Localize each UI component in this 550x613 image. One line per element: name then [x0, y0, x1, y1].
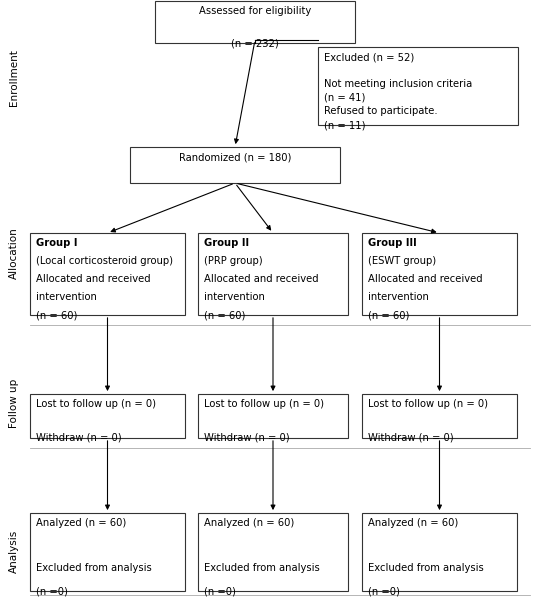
Text: (n =0): (n =0) — [368, 586, 400, 596]
Text: Allocated and received: Allocated and received — [36, 274, 151, 284]
Text: Excluded from analysis: Excluded from analysis — [36, 563, 152, 573]
Bar — [362, 394, 517, 438]
Text: (n = 232): (n = 232) — [231, 38, 279, 48]
Text: (n = 41): (n = 41) — [324, 93, 365, 103]
Text: Randomized (n = 180): Randomized (n = 180) — [179, 152, 291, 162]
Bar — [30, 513, 185, 591]
Text: Allocated and received: Allocated and received — [368, 274, 483, 284]
Text: Allocation: Allocation — [9, 227, 19, 279]
Text: Analyzed (n = 60): Analyzed (n = 60) — [204, 518, 294, 528]
Bar — [130, 147, 340, 183]
Text: (n = 60): (n = 60) — [36, 310, 78, 320]
Text: (n =0): (n =0) — [36, 586, 68, 596]
Bar — [198, 394, 348, 438]
Text: (n = 60): (n = 60) — [368, 310, 409, 320]
Text: Withdraw (n = 0): Withdraw (n = 0) — [368, 433, 454, 443]
Bar — [198, 233, 348, 315]
Text: Group III: Group III — [368, 238, 417, 248]
Text: (PRP group): (PRP group) — [204, 256, 263, 266]
Text: (Local corticosteroid group): (Local corticosteroid group) — [36, 256, 173, 266]
Text: Lost to follow up (n = 0): Lost to follow up (n = 0) — [36, 399, 156, 409]
Bar — [30, 394, 185, 438]
Text: Analyzed (n = 60): Analyzed (n = 60) — [36, 518, 126, 528]
Text: intervention: intervention — [36, 292, 97, 302]
Text: Follow up: Follow up — [9, 378, 19, 428]
Text: Allocated and received: Allocated and received — [204, 274, 318, 284]
Text: Withdraw (n = 0): Withdraw (n = 0) — [204, 433, 290, 443]
Text: Refused to participate.: Refused to participate. — [324, 107, 438, 116]
Bar — [362, 513, 517, 591]
Text: Withdraw (n = 0): Withdraw (n = 0) — [36, 433, 122, 443]
Text: Analysis: Analysis — [9, 530, 19, 573]
Text: (n =0): (n =0) — [204, 586, 236, 596]
Text: Not meeting inclusion criteria: Not meeting inclusion criteria — [324, 79, 472, 89]
Bar — [318, 47, 518, 125]
Text: Analyzed (n = 60): Analyzed (n = 60) — [368, 518, 458, 528]
Text: (n = 60): (n = 60) — [204, 310, 245, 320]
Text: Excluded from analysis: Excluded from analysis — [368, 563, 484, 573]
Bar — [155, 1, 355, 43]
Text: (ESWT group): (ESWT group) — [368, 256, 436, 266]
Bar — [362, 233, 517, 315]
Text: Lost to follow up (n = 0): Lost to follow up (n = 0) — [204, 399, 324, 409]
Text: Excluded from analysis: Excluded from analysis — [204, 563, 320, 573]
Text: intervention: intervention — [204, 292, 265, 302]
Text: Enrollment: Enrollment — [9, 50, 19, 107]
Bar — [30, 233, 185, 315]
Text: Group I: Group I — [36, 238, 78, 248]
Bar — [198, 513, 348, 591]
Text: Lost to follow up (n = 0): Lost to follow up (n = 0) — [368, 399, 488, 409]
Text: Assessed for eligibility: Assessed for eligibility — [199, 6, 311, 16]
Text: Group II: Group II — [204, 238, 249, 248]
Text: intervention: intervention — [368, 292, 429, 302]
Text: Excluded (n = 52): Excluded (n = 52) — [324, 52, 414, 62]
Text: (n = 11): (n = 11) — [324, 120, 366, 130]
